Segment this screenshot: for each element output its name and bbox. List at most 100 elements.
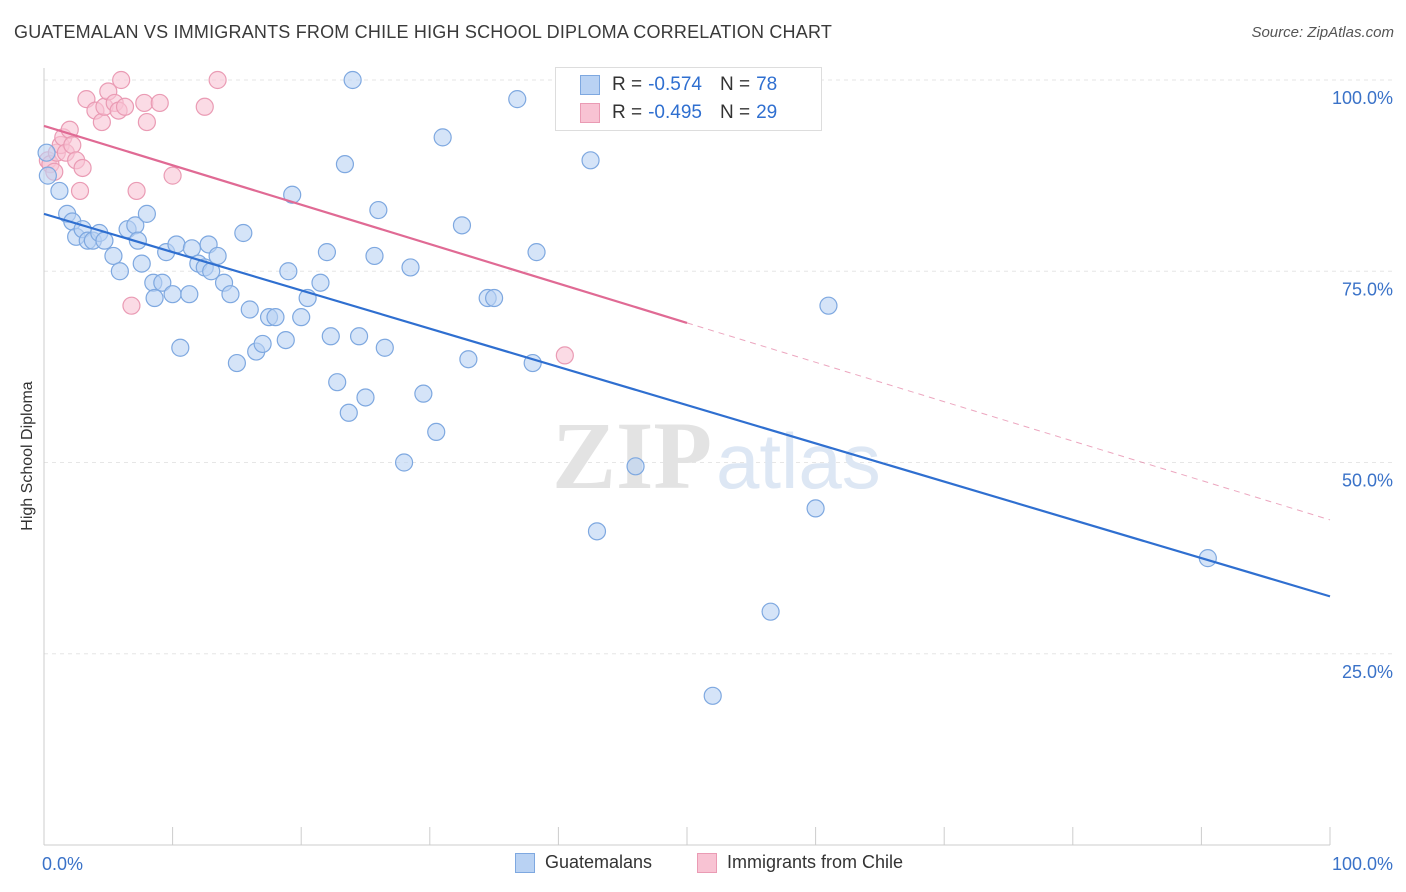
legend-swatch-pink [697,852,717,873]
point-chile [137,112,156,132]
trendline-chile [43,124,688,324]
point-guatemalans [343,70,362,90]
legend-label: Immigrants from Chile [727,852,904,872]
point-guatemalans [459,350,478,369]
legend-swatch-pink [580,103,600,123]
point-guatemalans [317,243,337,262]
gridlines [44,79,1392,655]
chart-source: Source: ZipAtlas.com [1251,24,1394,41]
point-guatemalans [276,331,295,350]
point-chile [122,296,141,315]
series-legend: Guatemalans Immigrants from Chile [0,852,1406,878]
watermark-atlas: atlas [716,417,881,505]
point-guatemalans [394,453,414,472]
legend-item-guatemalans[interactable]: Guatemalans [515,852,652,873]
point-guatemalans [182,239,201,258]
point-guatemalans [145,288,164,308]
point-guatemalans [349,327,369,346]
legend-swatch-blue [515,852,535,873]
point-guatemalans [234,223,253,243]
x-tick-label: 0.0% [42,854,83,874]
r-value: -0.495 [648,102,702,123]
trendline-guatemalans [43,212,1331,598]
point-guatemalans [433,128,452,147]
point-chile [112,70,131,90]
point-chile [73,158,92,178]
point-guatemalans [227,353,246,373]
point-guatemalans [110,262,129,281]
tick-labels: 25.0% 50.0% 75.0% 100.0% 0.0% 100.0% [42,88,1393,874]
point-guatemalans [279,262,298,281]
point-guatemalans [508,90,527,109]
point-guatemalans [452,216,472,235]
point-guatemalans [819,296,838,315]
n-label: N = [719,102,751,123]
watermark: ZIP atlas [552,402,881,509]
point-guatemalans [221,285,240,304]
y-tick-label: 100.0% [1332,88,1393,108]
point-guatemalans [587,522,607,541]
point-guatemalans [527,243,546,262]
point-guatemalans [703,686,722,705]
chart-title: GUATEMALAN VS IMMIGRANTS FROM CHILE HIGH… [14,22,833,42]
point-guatemalans [283,185,302,204]
point-guatemalans [292,308,311,327]
point-guatemalans [37,143,56,162]
y-tick-label: 25.0% [1342,662,1393,682]
point-guatemalans [171,338,190,357]
point-guatemalans [311,273,330,292]
point-guatemalans [414,384,433,403]
point-guatemalans [321,327,340,346]
point-chile [115,97,135,116]
point-chile [92,112,111,132]
point-chile [63,135,82,155]
point-guatemalans [761,602,780,621]
point-chile [195,97,214,116]
point-guatemalans [485,288,504,308]
point-guatemalans [50,181,69,201]
axes [43,68,1331,846]
point-guatemalans [137,204,156,223]
point-guatemalans [240,300,259,319]
point-guatemalans [427,422,446,441]
trendline-chile-extension [686,322,1331,521]
point-guatemalans [365,246,384,266]
trendlines [43,124,1331,598]
point-guatemalans [369,200,388,220]
point-guatemalans [104,246,123,266]
point-guatemalans [581,151,600,170]
point-guatemalans [180,285,199,304]
watermark-zip: ZIP [552,402,712,509]
legend-item-chile[interactable]: Immigrants from Chile [697,852,903,873]
r-label: R = [612,74,643,95]
n-value: 78 [756,74,778,95]
stats-row-guatemalans: R = -0.574 N = 78 [580,72,777,98]
point-guatemalans [328,373,347,392]
point-guatemalans [806,499,825,518]
point-guatemalans [132,254,151,273]
point-guatemalans [163,285,182,304]
point-chile [70,181,90,201]
legend-label: Guatemalans [545,852,653,872]
point-guatemalans [266,308,285,327]
point-guatemalans [253,334,272,354]
point-guatemalans [401,258,420,277]
point-guatemalans [153,273,172,292]
y-tick-label: 50.0% [1342,471,1393,491]
point-chile [555,346,574,365]
r-label: R = [612,102,643,123]
point-guatemalans [335,155,355,174]
point-guatemalans [375,338,394,357]
n-label: N = [719,74,751,95]
point-chile [208,70,227,90]
point-guatemalans [339,403,358,422]
y-axis-label: High School Diploma [19,381,36,531]
x-tick-label: 100.0% [1332,854,1393,874]
legend-swatch-blue [580,75,600,95]
point-chile [135,93,154,113]
point-chile [150,93,169,113]
n-value: 29 [756,102,778,123]
point-guatemalans [626,457,645,476]
stats-row-chile: R = -0.495 N = 29 [580,100,777,126]
